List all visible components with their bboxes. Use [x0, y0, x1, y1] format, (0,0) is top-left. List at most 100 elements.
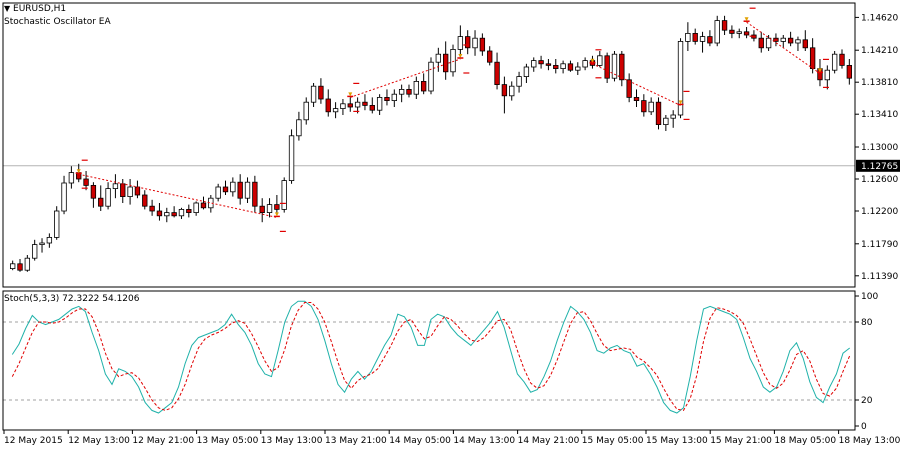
- time-label: 15 May 05:00: [582, 436, 644, 446]
- candle-body: [171, 212, 177, 217]
- candle-body: [809, 47, 816, 69]
- candle-body: [509, 85, 515, 97]
- candle-body: [332, 108, 339, 113]
- candle-body: [200, 202, 207, 209]
- candle-body: [824, 69, 830, 81]
- candle-body: [61, 182, 67, 212]
- candle-body: [729, 29, 735, 34]
- candle-body: [369, 105, 375, 111]
- osc-tick-label: 20: [861, 396, 873, 406]
- oscillator-panel[interactable]: [3, 300, 855, 414]
- candle-body: [846, 65, 853, 79]
- candle-body: [545, 63, 552, 66]
- osc-tick-label: 80: [861, 318, 873, 328]
- time-label: 13 May 21:00: [325, 436, 387, 446]
- candle-body: [428, 61, 434, 92]
- signal-arrow-icon: [274, 212, 279, 217]
- candle-body: [501, 84, 508, 97]
- current-price-badge: [856, 159, 900, 172]
- candle-body: [384, 97, 390, 102]
- current-price-label: 1.12765: [861, 162, 898, 172]
- candle-body: [721, 20, 728, 31]
- candle-body: [318, 85, 324, 100]
- candle-body: [17, 263, 23, 271]
- candle-body: [230, 181, 236, 193]
- candle-body: [303, 101, 309, 121]
- candle-body: [24, 257, 31, 271]
- candle-body: [310, 85, 317, 103]
- candle-body: [692, 33, 698, 42]
- signal-arrow-icon: [458, 54, 463, 58]
- candle-body: [780, 37, 786, 42]
- time-label: 14 May 21:00: [518, 436, 580, 446]
- price-tick-label: 1.13810: [861, 78, 898, 88]
- osc-tick-label: 0: [861, 422, 867, 432]
- candle-body: [736, 31, 742, 34]
- price-panel-frame: [2, 2, 856, 288]
- candle-body: [831, 53, 838, 71]
- candle-body: [443, 53, 449, 73]
- symbol-header[interactable]: ▼ EURUSD,H1: [4, 4, 66, 14]
- candle-body: [685, 33, 691, 42]
- candle-body: [487, 50, 493, 63]
- candle-body: [156, 210, 163, 217]
- candle-body: [98, 197, 104, 207]
- candle-body: [765, 37, 772, 49]
- candle-body: [663, 117, 669, 125]
- candle-body: [149, 205, 155, 212]
- candle-body: [677, 41, 684, 116]
- candle-body: [68, 172, 75, 184]
- candle-body: [296, 119, 302, 137]
- candle-body: [164, 212, 170, 217]
- candle-body: [340, 103, 346, 110]
- time-label: 14 May 13:00: [453, 436, 515, 446]
- candle-body: [567, 63, 574, 71]
- candle-body: [457, 36, 464, 50]
- candle-body: [575, 66, 581, 71]
- price-panel[interactable]: [3, 7, 855, 272]
- candle-body: [604, 55, 610, 79]
- candle-body: [641, 100, 647, 113]
- candle-body: [479, 37, 486, 52]
- candle-body: [413, 81, 419, 95]
- candle-body: [626, 79, 632, 98]
- candle-body: [105, 188, 111, 207]
- candle-body: [531, 60, 537, 68]
- candle-body: [325, 98, 331, 113]
- candle-body: [142, 194, 148, 207]
- candle-body: [699, 36, 706, 42]
- candle-body: [127, 186, 133, 198]
- time-label: 13 May 13:00: [261, 436, 323, 446]
- candle-body: [120, 183, 126, 198]
- time-label: 14 May 05:00: [389, 436, 451, 446]
- candle-body: [347, 103, 353, 108]
- candle-body: [560, 63, 566, 69]
- candle-body: [707, 36, 713, 44]
- candle-body: [839, 53, 845, 66]
- candle-body: [9, 263, 16, 269]
- price-tick-label: 1.14210: [861, 46, 898, 56]
- oscillator-title: Stoch(5,3,3) 72.3222 54.1206: [4, 294, 140, 304]
- candle-body: [450, 49, 456, 73]
- signal-connector-line: [78, 173, 277, 218]
- candle-body: [465, 36, 471, 49]
- candle-body: [795, 39, 801, 44]
- dropdown-triangle-icon[interactable]: ▼: [4, 4, 11, 13]
- time-label: 12 May 21:00: [132, 436, 194, 446]
- signal-arrow-icon: [817, 68, 822, 73]
- candle-body: [362, 101, 368, 106]
- candle-body: [193, 202, 199, 214]
- oscillator-panel-frame: [2, 290, 856, 431]
- candle-body: [32, 244, 38, 259]
- candle-body: [90, 184, 97, 199]
- stoch-main-line: [11, 300, 851, 414]
- candle-body: [288, 135, 295, 182]
- price-tick-label: 1.11390: [861, 272, 898, 282]
- price-tick-label: 1.12200: [861, 207, 898, 217]
- price-tick-label: 1.11790: [861, 240, 898, 250]
- price-tick-label: 1.14620: [861, 13, 898, 23]
- time-label: 18 May 13:00: [839, 436, 900, 446]
- symbol-label: EURUSD,H1: [13, 4, 67, 14]
